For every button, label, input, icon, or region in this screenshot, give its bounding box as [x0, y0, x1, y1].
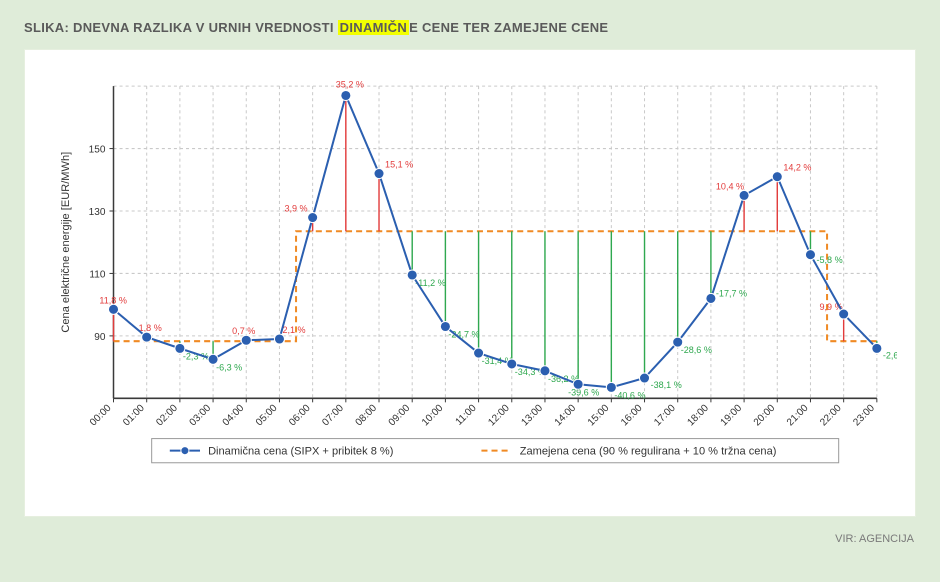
svg-text:08:00: 08:00	[354, 402, 380, 428]
svg-text:23:00: 23:00	[851, 402, 877, 428]
svg-text:11,8 %: 11,8 %	[99, 295, 127, 305]
title-prefix: SLIKA: DNEVNA RAZLIKA V URNIH VREDNOSTI	[24, 20, 338, 35]
svg-text:2,1 %: 2,1 %	[282, 325, 305, 335]
svg-text:Dinamična cena (SIPX + pribite: Dinamična cena (SIPX + pribitek 8 %)	[208, 446, 393, 458]
svg-text:-38,1 %: -38,1 %	[651, 380, 682, 390]
svg-text:05:00: 05:00	[254, 402, 280, 428]
svg-text:11:00: 11:00	[454, 402, 479, 427]
svg-text:Cena električne energije [EUR/: Cena električne energije [EUR/MWh]	[60, 152, 72, 333]
svg-text:35,2 %: 35,2 %	[336, 79, 364, 89]
svg-text:-5,8 %: -5,8 %	[817, 255, 843, 265]
svg-text:-28,6 %: -28,6 %	[681, 345, 712, 355]
svg-text:06:00: 06:00	[287, 402, 313, 428]
svg-text:1,8 %: 1,8 %	[139, 323, 162, 333]
svg-text:-24,7 %: -24,7 %	[448, 330, 479, 340]
title-suffix: E CENE TER ZAMEJENE CENE	[409, 20, 608, 35]
svg-text:3,9 %: 3,9 %	[284, 204, 307, 214]
svg-text:10:00: 10:00	[420, 402, 446, 428]
svg-text:10,4 %: 10,4 %	[716, 181, 744, 191]
svg-text:17:00: 17:00	[652, 402, 678, 428]
svg-text:07:00: 07:00	[320, 402, 346, 428]
svg-text:21:00: 21:00	[785, 402, 811, 428]
svg-text:110: 110	[89, 269, 105, 280]
svg-text:22:00: 22:00	[818, 402, 844, 428]
chart-panel: 90 110 130 150 Cena električne energije [EUR…	[24, 49, 916, 517]
svg-text:19:00: 19:00	[719, 402, 745, 428]
svg-text:-40,6 %: -40,6 %	[614, 390, 645, 400]
svg-text:14,2 %: 14,2 %	[783, 163, 811, 173]
svg-text:-2,6 %: -2,6 %	[883, 350, 897, 360]
svg-text:150: 150	[89, 145, 106, 156]
svg-text:-6,3 %: -6,3 %	[216, 362, 242, 372]
svg-text:01:00: 01:00	[121, 402, 147, 428]
svg-text:09:00: 09:00	[387, 402, 413, 428]
source-label: VIR: AGENCIJA	[24, 533, 916, 545]
svg-text:03:00: 03:00	[188, 402, 214, 428]
svg-text:12:00: 12:00	[486, 402, 512, 428]
svg-text:15,1 %: 15,1 %	[385, 159, 413, 169]
title-highlight: DINAMIČN	[338, 20, 409, 35]
svg-text:20:00: 20:00	[752, 402, 778, 428]
svg-text:130: 130	[89, 207, 106, 218]
svg-text:16:00: 16:00	[619, 402, 645, 428]
svg-text:90: 90	[94, 332, 106, 343]
chart-title: SLIKA: DNEVNA RAZLIKA V URNIH VREDNOSTI …	[24, 20, 916, 35]
svg-text:14:00: 14:00	[553, 402, 579, 428]
svg-text:Zamejena cena (90 % regulirana: Zamejena cena (90 % regulirana + 10 % tr…	[520, 446, 777, 458]
svg-text:00:00: 00:00	[88, 402, 114, 428]
svg-text:15:00: 15:00	[586, 402, 612, 428]
svg-text:-39,6 %: -39,6 %	[568, 387, 599, 397]
svg-text:13:00: 13:00	[519, 402, 545, 428]
svg-text:18:00: 18:00	[685, 402, 711, 428]
svg-text:04:00: 04:00	[221, 402, 247, 428]
price-chart: 90 110 130 150 Cena električne energije [EUR…	[41, 68, 897, 501]
svg-text:0,7 %: 0,7 %	[232, 326, 255, 336]
svg-text:-17,7 %: -17,7 %	[716, 288, 747, 298]
svg-text:02:00: 02:00	[154, 402, 180, 428]
